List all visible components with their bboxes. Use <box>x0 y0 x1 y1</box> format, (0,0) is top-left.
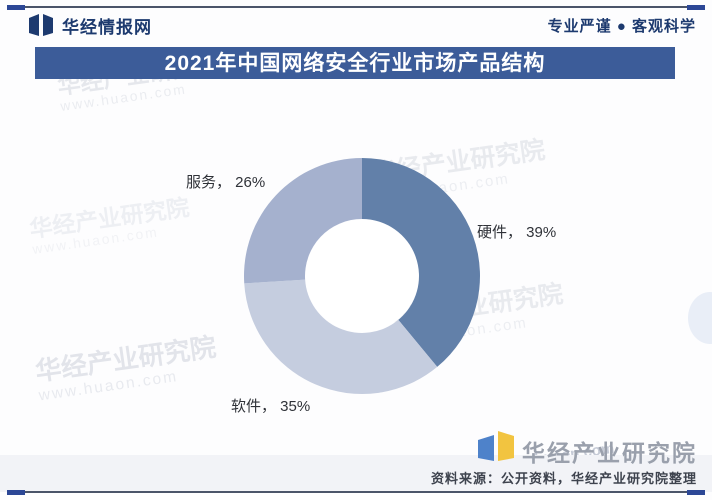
donut-segment-服务 <box>244 158 362 284</box>
footer-band <box>0 455 712 492</box>
bottom-divider-right-cap <box>687 489 705 495</box>
chart-title-banner: 2021年中国网络安全行业市场产品结构 <box>35 47 675 79</box>
top-divider-left-cap <box>7 4 25 10</box>
pie-label-hardware: 硬件， 39% <box>477 224 557 241</box>
donut-segment-软件 <box>244 279 438 394</box>
data-source-note: 资料来源：公开资料，华经产业研究院整理 <box>430 471 697 486</box>
top-divider <box>7 4 705 10</box>
top-divider-right-cap <box>687 4 705 10</box>
site-brand-text: 华经情报网 <box>62 17 152 37</box>
bottom-divider <box>7 489 705 495</box>
header-brand: 华经情报网 <box>28 13 152 38</box>
open-book-logo-icon <box>28 13 54 37</box>
donut-hole <box>305 219 419 333</box>
huajing-research-logo-icon <box>476 430 516 469</box>
header-slogan: 专业严谨 ● 客观科学 <box>547 17 696 35</box>
pie-label-services: 服务， 26% <box>186 174 266 191</box>
header: 华经情报网 专业严谨 ● 客观科学 <box>28 11 696 39</box>
donut-segment-硬件 <box>362 158 480 367</box>
footer-brand-text: 华经产业研究院 <box>522 440 697 466</box>
chart-title: 2021年中国网络安全行业市场产品结构 <box>164 52 546 75</box>
pie-label-software: 软件， 35% <box>231 398 311 415</box>
bottom-divider-left-cap <box>7 489 25 495</box>
